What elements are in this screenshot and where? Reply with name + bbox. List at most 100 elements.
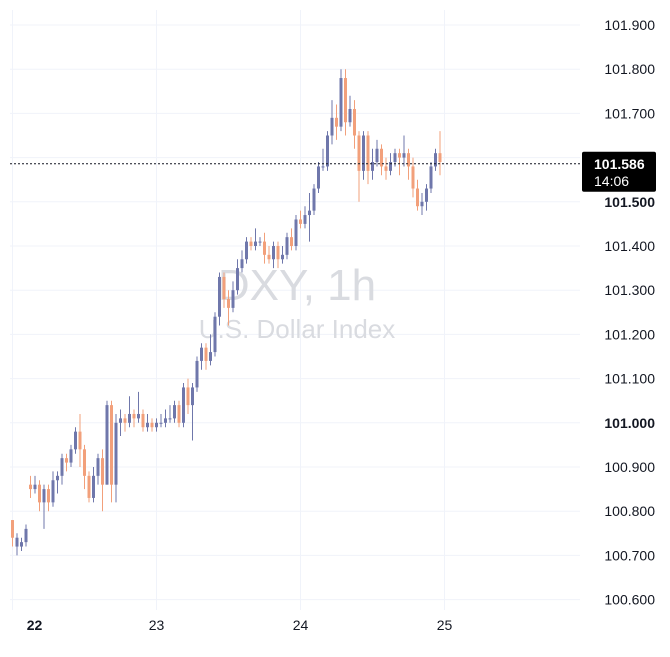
candle <box>281 246 284 264</box>
candle <box>137 391 140 423</box>
candle-body <box>159 422 163 424</box>
candle <box>83 444 86 490</box>
candle-body <box>254 241 257 246</box>
candle-body <box>74 431 77 450</box>
candle <box>110 400 113 503</box>
candle-body <box>110 405 113 485</box>
candle-body <box>416 188 419 207</box>
candle-body <box>389 162 392 171</box>
candle-body <box>393 153 397 163</box>
watermark-description: U.S. Dollar Index <box>199 314 396 344</box>
candle <box>425 184 428 211</box>
candle-body <box>425 188 428 202</box>
candle <box>227 290 230 326</box>
price-tick-label: 101.300 <box>604 282 655 298</box>
grid-lines <box>10 10 580 610</box>
candle <box>429 162 433 193</box>
candle <box>407 148 410 180</box>
candle-body <box>326 135 329 167</box>
candle-body <box>362 135 365 171</box>
price-tick-label: 101.700 <box>604 105 655 121</box>
time-tick-label: 25 <box>437 617 453 633</box>
candle <box>290 228 293 251</box>
candle <box>200 343 203 370</box>
candle <box>312 184 316 216</box>
candle-body <box>222 276 226 300</box>
candle <box>168 405 172 423</box>
price-tick-label: 101.500 <box>604 194 655 210</box>
candle-body <box>330 117 334 136</box>
candle-body <box>321 166 325 168</box>
candle-body <box>164 418 167 423</box>
candle <box>339 69 343 132</box>
candle <box>240 250 244 273</box>
candle <box>236 259 239 295</box>
candle-body <box>272 246 275 260</box>
candle-body <box>438 153 442 163</box>
candle <box>416 179 419 211</box>
candle <box>195 356 199 392</box>
candle <box>20 537 23 551</box>
candle <box>299 210 302 229</box>
candle-body <box>380 148 383 167</box>
candle-body <box>218 276 221 317</box>
candle-body <box>344 78 347 123</box>
candle-body <box>33 484 37 490</box>
candle <box>209 334 212 366</box>
candle-series[interactable] <box>11 69 442 556</box>
candle <box>114 413 118 503</box>
candle <box>42 484 46 529</box>
candle-body <box>96 458 100 476</box>
candle <box>434 148 437 171</box>
price-tick-label: 101.000 <box>604 415 655 431</box>
candle-body <box>87 475 91 498</box>
candle-body <box>240 259 244 269</box>
candle <box>330 100 334 145</box>
bar-countdown: 14:06 <box>594 173 629 189</box>
candle <box>366 131 370 185</box>
candle <box>191 383 194 441</box>
candle-body <box>173 405 176 419</box>
price-tick-label: 100.600 <box>604 592 655 608</box>
candle-body <box>78 431 82 450</box>
candle-body <box>398 153 401 158</box>
candle-body <box>357 135 361 171</box>
candle <box>182 383 185 428</box>
candle <box>132 409 136 428</box>
candle-body <box>15 537 19 547</box>
candle <box>128 396 131 428</box>
candle-body <box>258 241 262 243</box>
candle-body <box>29 484 32 490</box>
candle-body <box>137 413 140 419</box>
candle-body <box>114 422 118 485</box>
candle-body <box>150 422 154 428</box>
candle <box>155 418 158 432</box>
candle-body <box>186 387 190 406</box>
candle-body <box>249 241 253 246</box>
candle <box>96 453 100 485</box>
candle-body <box>375 148 379 163</box>
candle-body <box>119 418 122 423</box>
candle-body <box>348 108 352 123</box>
candle <box>33 475 37 494</box>
candle <box>51 471 55 507</box>
candle-body <box>384 166 388 171</box>
time-tick-label: 22 <box>27 617 43 633</box>
candle <box>375 139 379 167</box>
candle-body <box>42 489 46 503</box>
candle <box>119 409 122 437</box>
candle-body <box>182 387 185 423</box>
candle <box>263 232 266 264</box>
candle-body <box>290 237 293 246</box>
candle-body <box>429 166 433 189</box>
watermark: DXY, 1h U.S. Dollar Index <box>199 261 396 344</box>
candle <box>348 95 352 127</box>
candle-body <box>281 254 284 260</box>
candle <box>411 157 415 198</box>
candle <box>69 444 73 467</box>
candle-body <box>24 528 28 543</box>
time-axis[interactable]: 22 23 24 25 <box>27 617 453 633</box>
candle <box>398 148 401 176</box>
